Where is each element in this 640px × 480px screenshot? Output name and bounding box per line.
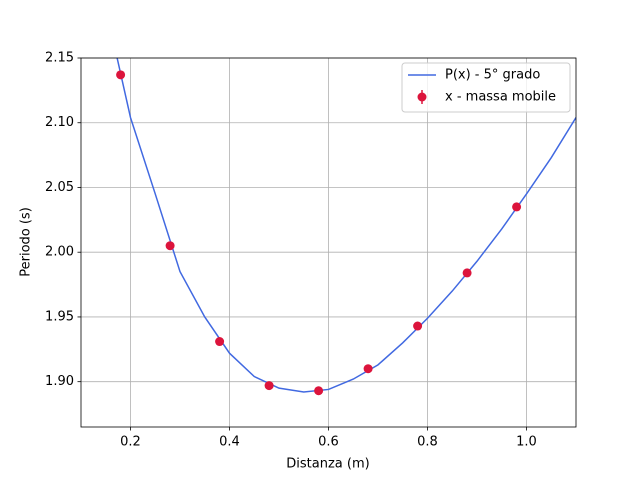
y-tick-label: 1.90 bbox=[45, 374, 74, 389]
x-tick-label: 0.6 bbox=[318, 435, 339, 450]
legend: P(x) - 5° grado x - massa mobile bbox=[401, 62, 571, 113]
x-tick-label: 1.0 bbox=[516, 435, 537, 450]
y-tick-label: 2.00 bbox=[45, 245, 74, 260]
x-tick-label: 0.4 bbox=[219, 435, 240, 450]
x-axis-label: Distanza (m) bbox=[286, 457, 369, 472]
plot-area bbox=[116, 58, 576, 396]
data-point bbox=[215, 337, 225, 347]
legend-label: x - massa mobile bbox=[445, 90, 556, 105]
data-point bbox=[165, 241, 175, 251]
ticks: 0.2 0.4 0.6 0.8 1.0 1.90 1.95 2.00 2.05 2.10 2.15 bbox=[45, 51, 537, 450]
y-tick-label: 2.10 bbox=[45, 115, 74, 130]
x-tick-label: 0.8 bbox=[417, 435, 438, 450]
data-point bbox=[116, 70, 126, 80]
y-axis-label: Periodo (s) bbox=[19, 207, 34, 277]
data-point bbox=[314, 386, 324, 396]
data-point bbox=[363, 364, 373, 374]
legend-label: P(x) - 5° grado bbox=[445, 68, 540, 83]
data-point bbox=[512, 202, 522, 212]
y-tick-label: 2.05 bbox=[45, 180, 74, 195]
legend-box bbox=[401, 62, 571, 113]
y-tick-label: 2.15 bbox=[45, 51, 74, 66]
y-tick-label: 1.95 bbox=[45, 309, 74, 324]
legend-marker bbox=[417, 92, 427, 102]
fit-curve bbox=[116, 58, 576, 393]
data-point bbox=[264, 381, 274, 391]
data-point bbox=[462, 268, 472, 278]
data-point bbox=[413, 321, 423, 331]
x-tick-label: 0.2 bbox=[120, 435, 141, 450]
